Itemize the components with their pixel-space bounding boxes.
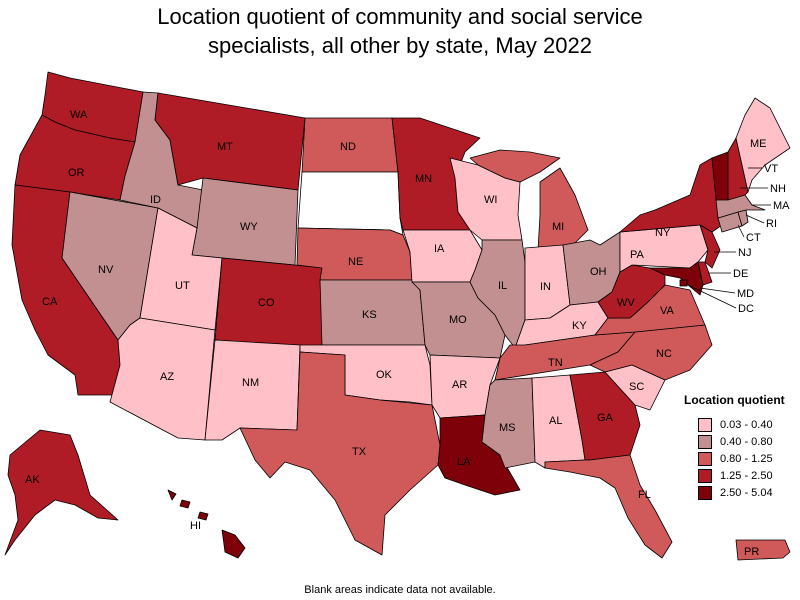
footnote: Blank areas indicate data not available. — [304, 584, 496, 596]
legend-swatch — [698, 468, 712, 483]
state-MD[interactable] — [649, 261, 704, 296]
label-AK: AK — [25, 474, 40, 486]
label-NV: NV — [98, 264, 114, 276]
legend-label: 0.03 - 0.40 — [720, 418, 773, 431]
state-PR[interactable] — [735, 539, 791, 561]
label-VT: VT — [764, 163, 778, 175]
label-IN: IN — [540, 281, 551, 293]
legend-item: 2.50 - 5.04 — [684, 484, 794, 501]
label-MO: MO — [449, 314, 467, 326]
label-TX: TX — [352, 446, 367, 458]
title-line-1: Location quotient of community and socia… — [157, 4, 643, 29]
label-OH: OH — [590, 266, 607, 278]
label-WV: WV — [617, 297, 635, 309]
label-MN: MN — [415, 173, 432, 185]
label-ME: ME — [750, 138, 767, 150]
label-SC: SC — [629, 381, 644, 393]
label-PA: PA — [630, 249, 645, 261]
label-AL: AL — [549, 415, 562, 427]
state-AZ[interactable] — [109, 317, 216, 441]
state-NC[interactable] — [589, 324, 713, 381]
state-labels: WA OR CA NV ID MT WY UT AZ CO NM ND NE K… — [25, 109, 790, 558]
label-ID: ID — [150, 194, 161, 206]
legend-swatch — [698, 417, 712, 432]
label-IL: IL — [498, 280, 507, 292]
label-MA: MA — [773, 200, 790, 212]
label-ND: ND — [340, 141, 356, 153]
label-IA: IA — [434, 243, 445, 255]
legend-label: 0.80 - 1.25 — [720, 452, 773, 465]
state-MA[interactable] — [715, 194, 766, 219]
legend-label: 2.50 - 5.04 — [720, 486, 773, 499]
legend-rows: 0.03 - 0.40 0.40 - 0.80 0.80 - 1.25 1.25 - … — [684, 416, 794, 501]
label-GA: GA — [597, 412, 614, 424]
state-TX[interactable] — [239, 351, 441, 556]
state-NY[interactable] — [619, 157, 723, 233]
state-DC[interactable] — [679, 279, 688, 287]
state-FL[interactable] — [544, 454, 673, 559]
legend-item: 0.40 - 0.80 — [684, 433, 794, 450]
label-DC: DC — [738, 303, 754, 315]
state-NM[interactable] — [204, 339, 301, 441]
label-NY: NY — [655, 227, 671, 239]
title-line-2: specialists, all other by state, May 202… — [208, 33, 592, 58]
state-MT[interactable] — [154, 92, 306, 191]
label-NC: NC — [656, 348, 672, 360]
label-KS: KS — [362, 309, 377, 321]
legend-item: 1.25 - 2.50 — [684, 467, 794, 484]
label-OR: OR — [68, 167, 85, 179]
label-VA: VA — [660, 305, 675, 317]
legend: Location quotient 0.03 - 0.40 0.40 - 0.80… — [684, 393, 794, 501]
legend-item: 0.03 - 0.40 — [684, 416, 794, 433]
label-DE: DE — [733, 268, 748, 280]
label-MT: MT — [217, 141, 233, 153]
state-IL[interactable] — [469, 239, 526, 349]
label-KY: KY — [572, 320, 587, 332]
legend-title: Location quotient — [684, 393, 785, 407]
label-AZ: AZ — [160, 371, 174, 383]
label-CT: CT — [746, 232, 761, 244]
label-OK: OK — [376, 369, 393, 381]
state-HI[interactable] — [167, 489, 246, 559]
label-MS: MS — [499, 422, 516, 434]
state-SD[interactable] — [297, 171, 404, 236]
state-IA[interactable] — [402, 229, 483, 283]
label-NE: NE — [348, 256, 363, 268]
label-RI: RI — [766, 218, 777, 230]
label-NH: NH — [770, 183, 786, 195]
legend-swatch — [698, 485, 712, 500]
map-title: Location quotient of community and socia… — [0, 2, 800, 60]
label-TN: TN — [548, 357, 563, 369]
label-HI: HI — [190, 520, 201, 532]
label-NM: NM — [242, 377, 259, 389]
label-MD: MD — [737, 288, 754, 300]
legend-label: 0.40 - 0.80 — [720, 435, 773, 448]
label-WY: WY — [240, 221, 258, 233]
legend-swatch — [698, 434, 712, 449]
state-AK[interactable] — [4, 429, 119, 556]
label-AR: AR — [452, 379, 467, 391]
state-NH[interactable] — [727, 137, 749, 201]
state-MI[interactable] — [469, 149, 589, 251]
label-WA: WA — [70, 109, 88, 121]
leader-lines — [685, 167, 771, 309]
legend-label: 1.25 - 2.50 — [720, 469, 773, 482]
label-FL: FL — [638, 489, 651, 501]
label-LA: LA — [457, 456, 471, 468]
label-CA: CA — [42, 296, 58, 308]
label-UT: UT — [175, 280, 190, 292]
state-NJ[interactable] — [699, 224, 721, 269]
legend-swatch — [698, 451, 712, 466]
label-WI: WI — [484, 194, 497, 206]
label-NJ: NJ — [738, 247, 751, 259]
label-MI: MI — [552, 221, 564, 233]
label-CO: CO — [258, 297, 275, 309]
legend-item: 0.80 - 1.25 — [684, 450, 794, 467]
label-PR: PR — [744, 546, 759, 558]
